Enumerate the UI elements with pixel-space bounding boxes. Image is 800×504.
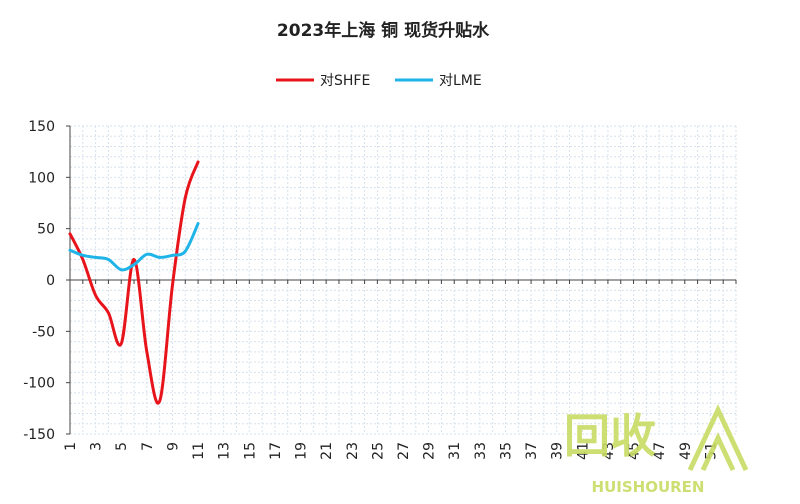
y-tick-label: 100 <box>28 170 55 186</box>
x-tick-label: 25 <box>370 442 386 460</box>
x-tick-label: 27 <box>396 442 412 460</box>
x-tick-label: 41 <box>575 442 591 460</box>
x-tick-labels: 1 3 5 7 9 11 13 15 17 19 21 23 25 27 29 31 33 35 37 39 41 43 4… <box>63 442 719 460</box>
y-tick-label: -50 <box>32 324 55 340</box>
y-tick-label: -150 <box>23 427 55 443</box>
x-tick-label: 31 <box>447 442 463 460</box>
series-line-1 <box>68 160 200 405</box>
y-tick-label: 0 <box>46 273 55 289</box>
x-tick-label: 13 <box>217 442 233 460</box>
x-tick-label: 1 <box>63 442 79 451</box>
legend-label: 对SHFE <box>320 73 370 89</box>
x-tick-label: 3 <box>89 442 105 451</box>
x-tick-label: 47 <box>652 442 668 460</box>
x-tick-label: 35 <box>498 442 514 460</box>
x-tick-label: 11 <box>191 442 207 460</box>
x-tick-label: 17 <box>268 442 284 460</box>
y-tick-label: -100 <box>23 376 55 392</box>
x-tick-label: 43 <box>601 442 617 460</box>
x-tick-label: 33 <box>473 442 489 460</box>
legend: 对SHFE 对LME <box>276 73 482 89</box>
x-tick-label: 29 <box>422 442 438 460</box>
x-tick-label: 45 <box>627 442 643 460</box>
x-tick-label: 49 <box>678 442 694 460</box>
watermark-mark-icon <box>687 404 749 472</box>
watermark-logo: 回收 HUISHOUREN <box>564 404 749 496</box>
x-tick-label: 23 <box>345 442 361 460</box>
watermark-text: 回收 <box>564 409 656 463</box>
y-tick-labels: 150 100 50 0 -50 -100 -150 <box>23 119 55 443</box>
x-tick-label: 7 <box>140 442 156 451</box>
y-tick-label: 50 <box>37 222 55 238</box>
x-tick-label: 19 <box>294 442 310 460</box>
x-tick-label: 39 <box>550 442 566 460</box>
x-tick-label: 15 <box>242 442 258 460</box>
watermark-subtext: HUISHOUREN <box>592 478 705 496</box>
x-tick-label: 5 <box>114 442 130 451</box>
x-tick-label: 9 <box>165 442 181 451</box>
x-tick-label: 37 <box>524 442 540 460</box>
x-tick-label: 21 <box>319 442 335 460</box>
series-line-2 <box>68 222 200 272</box>
axes <box>66 125 737 435</box>
y-tick-label: 150 <box>28 119 55 135</box>
series-lines <box>68 160 200 405</box>
legend-label: 对LME <box>439 73 482 89</box>
chart-title: 2023年上海 铜 现货升贴水 <box>277 20 490 41</box>
